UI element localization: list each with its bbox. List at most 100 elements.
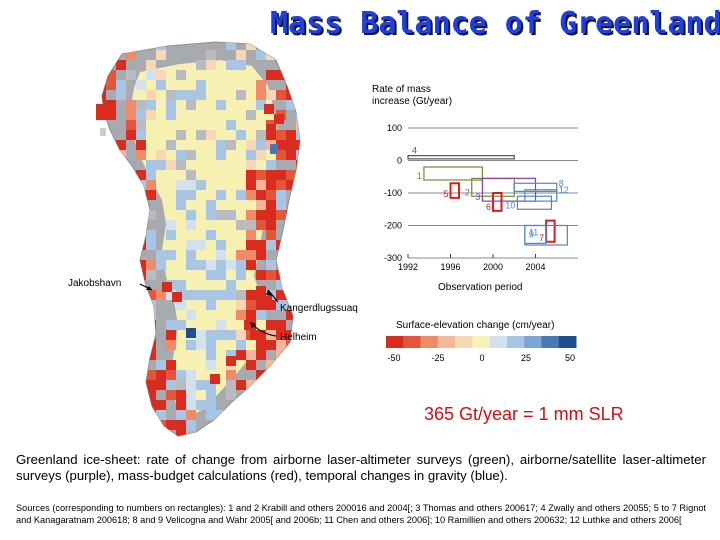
map-pixel (256, 300, 266, 310)
chart-ytick-label: -200 (384, 221, 402, 231)
map-pixel (176, 90, 186, 100)
map-pixel (216, 290, 226, 300)
map-pixel (266, 180, 276, 190)
map-pixel (266, 160, 276, 170)
map-pixel (216, 410, 226, 420)
colorbar-cell (455, 336, 473, 348)
map-pixel (136, 190, 146, 200)
map-pixel (226, 280, 236, 290)
map-pixel (196, 400, 206, 410)
map-pixel (186, 170, 196, 180)
chart-title-line1: Rate of mass (372, 84, 431, 95)
map-pixel (146, 190, 156, 200)
map-pixel (286, 170, 296, 180)
map-pixel (176, 420, 186, 430)
map-pixel (186, 180, 196, 190)
map-pixel (166, 90, 176, 100)
map-pixel (186, 190, 196, 200)
colorbar-tick-label: 50 (565, 353, 575, 363)
colorbar-cell (489, 336, 508, 348)
colorbar-cell (472, 336, 491, 348)
map-pixel (256, 250, 266, 260)
map-pixel (276, 240, 286, 250)
map-pixel (216, 150, 226, 160)
estimate-box-4 (407, 155, 515, 160)
map-pixel (126, 110, 136, 120)
map-pixel (102, 400, 106, 410)
map-pixel (186, 380, 196, 390)
map-pixel (246, 150, 256, 160)
map-pixel (206, 60, 216, 70)
map-pixel (256, 90, 266, 100)
map-pixel (106, 390, 116, 400)
kangerdlugssuaq-arrow (267, 289, 279, 303)
map-pixel (206, 360, 216, 370)
map-pixel (106, 170, 116, 180)
map-pixel (206, 210, 216, 220)
estimate-box-7 (545, 219, 556, 243)
map-pixel (296, 320, 300, 330)
map-pixel (102, 42, 106, 50)
map-pixel (102, 370, 106, 380)
map-pixel (236, 350, 246, 360)
map-pixel (166, 340, 176, 350)
map-pixel (262, 296, 272, 306)
map-pixel (196, 380, 206, 390)
map-pixel (296, 50, 300, 60)
map-pixel (206, 260, 216, 270)
map-pixel (146, 290, 156, 300)
map-pixel (266, 220, 276, 230)
figure-caption: Greenland ice-sheet: rate of change from… (16, 452, 706, 483)
map-pixel (156, 70, 166, 80)
map-pixel (136, 320, 146, 330)
map-pixel (286, 290, 296, 300)
map-pixel (106, 300, 116, 310)
map-pixel (156, 160, 166, 170)
map-pixel (186, 260, 196, 270)
map-pixel (196, 90, 206, 100)
map-pixel (226, 42, 236, 50)
map-pixel (246, 380, 256, 390)
map-pixel (266, 170, 276, 180)
map-pixel (286, 310, 296, 320)
map-pixel (226, 370, 236, 380)
map-pixel (296, 400, 300, 410)
map-pixel (236, 260, 246, 270)
map-pixel (296, 140, 300, 150)
map-pixel (106, 100, 116, 110)
map-pixel (106, 380, 116, 390)
map-pixel (276, 70, 286, 80)
map-pixel (256, 190, 266, 200)
map-pixel (236, 60, 246, 70)
map-pixel (186, 150, 196, 160)
map-pixel (136, 140, 146, 150)
map-pixel (256, 170, 266, 180)
kangerdlugssuaq-arrowhead (266, 290, 272, 296)
map-pixel (286, 220, 296, 230)
map-pixel (166, 330, 176, 340)
label-jakobshavn: Jakobshavn (68, 278, 122, 289)
map-pixel (216, 430, 226, 436)
map-pixel (276, 150, 286, 160)
colorbar-title: Surface-elevation change (cm/year) (396, 320, 554, 331)
map-pixel (102, 250, 106, 260)
map-pixel (276, 390, 286, 400)
map-pixel (146, 160, 156, 170)
map-pixel (136, 130, 146, 140)
map-pixel (286, 410, 296, 420)
map-pixel (286, 80, 296, 90)
map-pixel (146, 350, 156, 360)
map-pixel (156, 380, 166, 390)
map-pixel (226, 350, 236, 360)
estimate-label-11: 11 (529, 228, 538, 238)
map-pixel (196, 330, 206, 340)
map-pixel (276, 190, 286, 200)
map-pixel (116, 360, 126, 370)
map-pixel (276, 400, 286, 410)
map-pixel (136, 400, 146, 410)
map-pixel (206, 230, 216, 240)
chart-xlabel: Observation period (438, 282, 523, 293)
map-pixel (116, 410, 126, 420)
map-pixel (126, 370, 136, 380)
